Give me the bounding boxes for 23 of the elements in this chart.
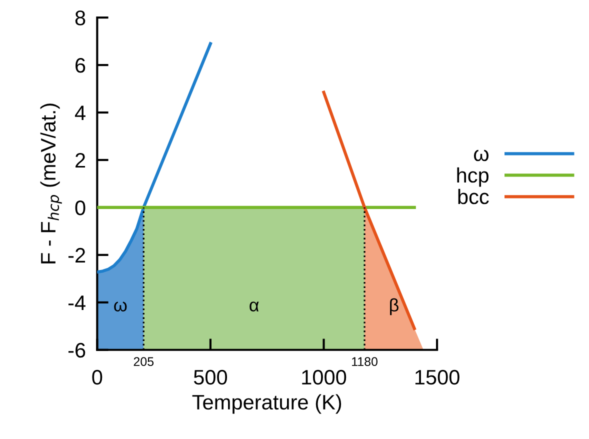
- annotation: β: [390, 298, 398, 316]
- x-axis-title: Temperature (K): [192, 394, 342, 414]
- annotation: ω: [114, 302, 127, 312]
- y-tick-label: -4: [68, 296, 86, 310]
- y-tick-label: 2: [76, 152, 86, 168]
- y-tick-label: 8: [75, 10, 86, 26]
- y-tick-label: -6: [68, 342, 86, 358]
- line-series: [97, 42, 212, 274]
- legend-label: ω: [474, 150, 489, 162]
- legend-label: hcp: [457, 167, 489, 187]
- y-tick-label: 6: [76, 58, 86, 73]
- x-tick-label: 500: [194, 370, 228, 385]
- x-tick-label: 1000: [302, 370, 346, 385]
- y-tick-label: 4: [74, 106, 86, 120]
- annotation: α: [250, 302, 259, 312]
- y-axis-title: F - F$_{hcp}$ (meV/at.): [40, 104, 62, 264]
- y-tick-label: 0: [75, 200, 86, 216]
- legend-label: bcc: [458, 188, 489, 204]
- x-tick-label: 1500: [415, 370, 460, 385]
- y-tick-label: -2: [68, 248, 86, 262]
- ref-line-label: 205: [134, 357, 154, 366]
- x-tick-label: 0: [92, 370, 102, 385]
- ref-line-label: 1180: [352, 357, 378, 366]
